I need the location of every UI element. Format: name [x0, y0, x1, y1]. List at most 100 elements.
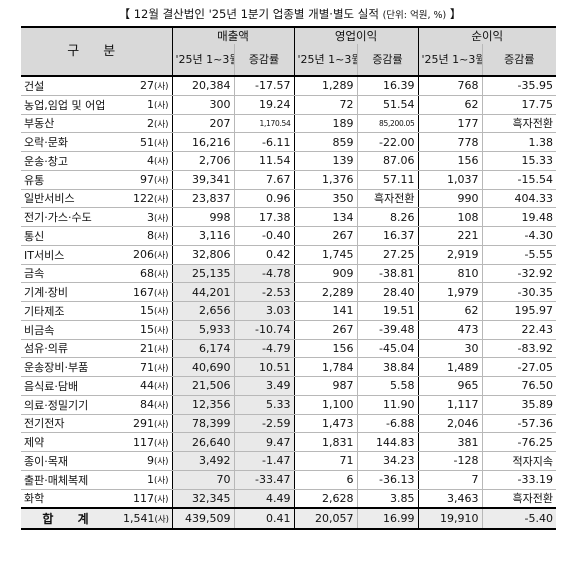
sales-change-cell: 3.03 [233, 301, 294, 321]
industry-name: 건설 [21, 76, 120, 96]
net-change-cell: 76.50 [481, 376, 557, 396]
net-change-cell: 404.33 [481, 189, 557, 209]
op-period-header: '25년 1~3월 [293, 44, 357, 77]
sales-change-cell: 4.49 [233, 489, 294, 509]
table-row: 일반서비스 122(사) 23,837 0.96 350 흑자전환 990 404.33 [21, 189, 557, 209]
op-change-cell: -45.04 [356, 339, 419, 359]
company-count: 51(사) [120, 132, 172, 152]
company-count: 206(사) [120, 245, 172, 265]
sales-change-cell: -17.57 [233, 76, 294, 96]
net-change-cell: 15.33 [481, 151, 557, 171]
op-change-cell: 87.06 [356, 151, 419, 171]
op-cell: 350 [293, 189, 357, 209]
op-cell: 134 [293, 207, 357, 227]
company-count: 44(사) [120, 376, 172, 396]
company-count: 97(사) [120, 170, 172, 190]
op-cell: 1,784 [293, 357, 357, 377]
net-change-cell: -35.95 [481, 76, 557, 96]
total-sales-change: 0.41 [233, 507, 294, 531]
sales-cell: 70 [171, 470, 234, 490]
net-cell: 1,037 [417, 170, 483, 190]
title-text: 【 12월 결산법인 '25년 1분기 업종별 개별·별도 실적 [118, 7, 379, 21]
sales-cell: 26,640 [171, 432, 234, 452]
sales-period-header: '25년 1~3월 [171, 44, 234, 77]
net-change-cell: 흑자전환 [481, 114, 557, 134]
table-row: 출판·매체복제 1(사) 70 -33.47 6 -36.13 7 -33.19 [21, 470, 557, 490]
net-change-cell: -4.30 [481, 226, 557, 246]
net-cell: 2,919 [417, 245, 483, 265]
sales-cell: 21,506 [171, 376, 234, 396]
total-count: 1,541(사) [120, 507, 172, 531]
net-cell: 177 [417, 114, 483, 134]
op-cell: 72 [293, 95, 357, 115]
industry-name: 부동산 [21, 114, 120, 134]
operating-profit-header: 영업이익 [293, 26, 419, 44]
net-cell: 990 [417, 189, 483, 209]
net-cell: 3,463 [417, 489, 483, 509]
table-row: 기계·장비 167(사) 44,201 -2.53 2,289 28.40 1,979 -30… [21, 282, 557, 302]
net-cell: 156 [417, 151, 483, 171]
op-cell: 859 [293, 132, 357, 152]
op-cell: 267 [293, 226, 357, 246]
net-change-cell: 19.48 [481, 207, 557, 227]
total-op: 20,057 [293, 507, 357, 531]
sales-cell: 78,399 [171, 414, 234, 434]
industry-name: 섬유·의류 [21, 339, 120, 359]
category-header: 구 분 [21, 26, 172, 77]
table-title: 【 12월 결산법인 '25년 1분기 업종별 개별·별도 실적 (단위: 억원… [0, 2, 580, 26]
net-change-cell: -76.25 [481, 432, 557, 452]
sales-change-cell: 10.51 [233, 357, 294, 377]
company-count: 167(사) [120, 282, 172, 302]
op-cell: 1,831 [293, 432, 357, 452]
net-cell: 768 [417, 76, 483, 96]
net-change-cell: -57.36 [481, 414, 557, 434]
table-row: 종이·목재 9(사) 3,492 -1.47 71 34.23 -128 적자지속 [21, 451, 557, 471]
industry-name: 기계·장비 [21, 282, 120, 302]
sales-change-cell: -2.53 [233, 282, 294, 302]
table-row: 의료·정밀기기 84(사) 12,356 5.33 1,100 11.90 1,117 35.… [21, 395, 557, 415]
sales-change-cell: -33.47 [233, 470, 294, 490]
company-count: 117(사) [120, 432, 172, 452]
net-cell: 221 [417, 226, 483, 246]
net-cell: 2,046 [417, 414, 483, 434]
op-cell: 2,628 [293, 489, 357, 509]
net-change-cell: 22.43 [481, 320, 557, 340]
sales-change-cell: 17.38 [233, 207, 294, 227]
total-row: 합 계 1,541(사) 439,509 0.41 20,057 16.99 1… [21, 507, 557, 531]
table-row: 부동산 2(사) 207 1,170.54 189 85,200.05 177 흑자전환 [21, 114, 557, 134]
sales-cell: 32,345 [171, 489, 234, 509]
sales-cell: 2,656 [171, 301, 234, 321]
company-count: 4(사) [120, 151, 172, 171]
op-change-cell: 28.40 [356, 282, 419, 302]
sales-cell: 207 [171, 114, 234, 134]
net-change-cell: -30.35 [481, 282, 557, 302]
net-change-cell: -33.19 [481, 470, 557, 490]
company-count: 15(사) [120, 301, 172, 321]
sales-cell: 3,492 [171, 451, 234, 471]
sales-cell: 39,341 [171, 170, 234, 190]
net-cell: 1,489 [417, 357, 483, 377]
sales-header: 매출액 [171, 26, 294, 44]
company-count: 3(사) [120, 207, 172, 227]
total-op-change: 16.99 [356, 507, 419, 531]
table-row: 운송장비·부품 71(사) 40,690 10.51 1,784 38.84 1,489 -2… [21, 357, 557, 377]
industry-name: 종이·목재 [21, 451, 120, 471]
net-cell: 7 [417, 470, 483, 490]
net-change-cell: 17.75 [481, 95, 557, 115]
industry-name: 전기·가스·수도 [21, 207, 120, 227]
net-change-cell: -15.54 [481, 170, 557, 190]
op-change-cell: 51.54 [356, 95, 419, 115]
sales-cell: 12,356 [171, 395, 234, 415]
op-change-cell: 85,200.05 [356, 114, 419, 134]
sales-cell: 25,135 [171, 264, 234, 284]
company-count: 117(사) [120, 489, 172, 509]
industry-name: 운송장비·부품 [21, 357, 120, 377]
table-row: 통신 8(사) 3,116 -0.40 267 16.37 221 -4.30 [21, 226, 557, 246]
sales-change-cell: 7.67 [233, 170, 294, 190]
op-change-cell: 흑자전환 [356, 189, 419, 209]
sales-cell: 6,174 [171, 339, 234, 359]
net-cell: 810 [417, 264, 483, 284]
company-count: 71(사) [120, 357, 172, 377]
op-change-cell: 34.23 [356, 451, 419, 471]
industry-name: 농업,임업 및 어업 [21, 95, 120, 115]
